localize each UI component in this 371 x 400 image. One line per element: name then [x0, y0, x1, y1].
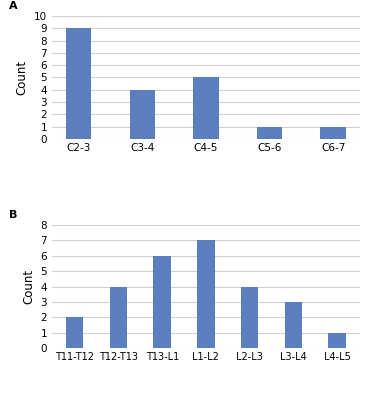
Bar — [193, 78, 219, 139]
Bar — [328, 333, 346, 348]
Bar — [129, 90, 155, 139]
Bar — [321, 127, 346, 139]
Text: B: B — [9, 210, 17, 220]
Bar — [241, 286, 258, 348]
Bar — [66, 317, 83, 348]
Y-axis label: Count: Count — [22, 269, 35, 304]
Bar — [285, 302, 302, 348]
Y-axis label: Count: Count — [16, 60, 29, 95]
Bar — [66, 28, 91, 139]
Bar — [257, 127, 282, 139]
Bar — [110, 286, 127, 348]
Text: A: A — [9, 1, 17, 11]
Bar — [154, 256, 171, 348]
Bar — [197, 240, 215, 348]
